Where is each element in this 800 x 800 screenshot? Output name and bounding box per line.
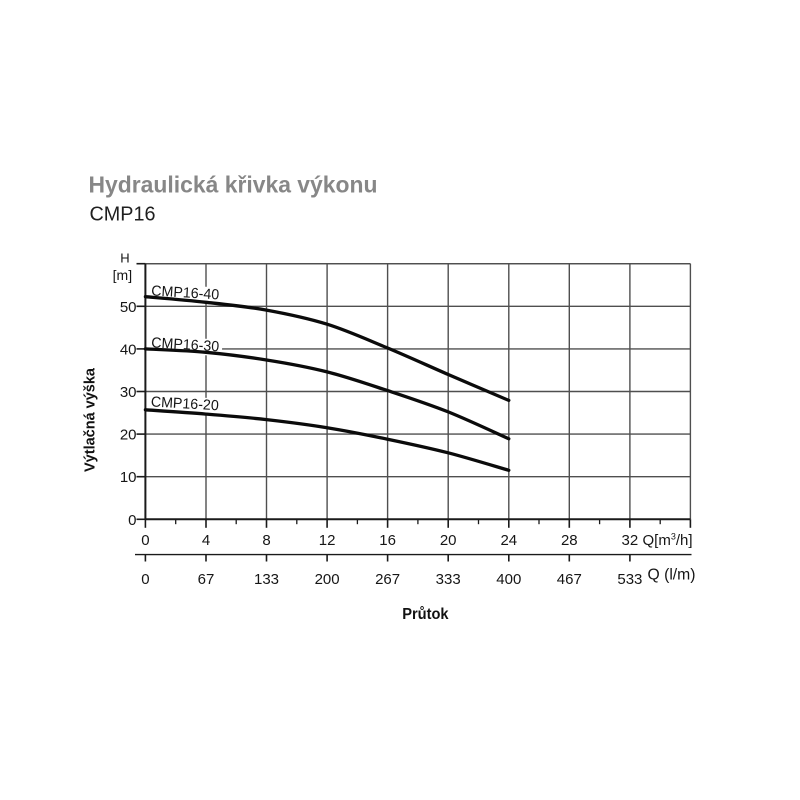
- svg-text:H: H: [120, 251, 129, 266]
- svg-text:Q[m3/h]: Q[m3/h]: [643, 531, 693, 549]
- svg-text:333: 333: [436, 571, 461, 588]
- svg-text:467: 467: [557, 571, 582, 588]
- svg-text:4: 4: [202, 532, 210, 549]
- svg-text:16: 16: [379, 532, 396, 549]
- svg-text:50: 50: [120, 299, 137, 316]
- svg-text:CMP16-20: CMP16-20: [150, 394, 219, 414]
- svg-text:28: 28: [561, 532, 578, 549]
- svg-text:Q (l/m): Q (l/m): [648, 566, 696, 583]
- svg-text:20: 20: [440, 532, 457, 549]
- svg-text:8: 8: [262, 532, 270, 549]
- svg-text:24: 24: [500, 532, 517, 549]
- svg-text:0: 0: [128, 512, 136, 529]
- svg-text:400: 400: [496, 571, 521, 588]
- svg-text:200: 200: [315, 571, 340, 588]
- svg-text:30: 30: [120, 384, 137, 401]
- svg-text:0: 0: [141, 571, 149, 588]
- svg-text:267: 267: [375, 571, 400, 588]
- svg-text:67: 67: [198, 571, 215, 588]
- svg-text:0: 0: [141, 532, 149, 549]
- svg-text:12: 12: [319, 532, 336, 549]
- svg-text:CMP16: CMP16: [90, 203, 156, 225]
- svg-text:533: 533: [617, 571, 642, 588]
- svg-text:Výtlačná výška: Výtlačná výška: [83, 367, 99, 472]
- svg-text:133: 133: [254, 571, 279, 588]
- svg-text:Hydraulická křivka výkonu: Hydraulická křivka výkonu: [89, 172, 378, 198]
- svg-text:Průtok: Průtok: [402, 606, 449, 623]
- svg-text:32: 32: [622, 532, 639, 549]
- svg-text:10: 10: [120, 469, 137, 486]
- svg-text:[m]: [m]: [113, 267, 132, 283]
- svg-text:20: 20: [120, 427, 137, 444]
- svg-text:40: 40: [120, 341, 137, 358]
